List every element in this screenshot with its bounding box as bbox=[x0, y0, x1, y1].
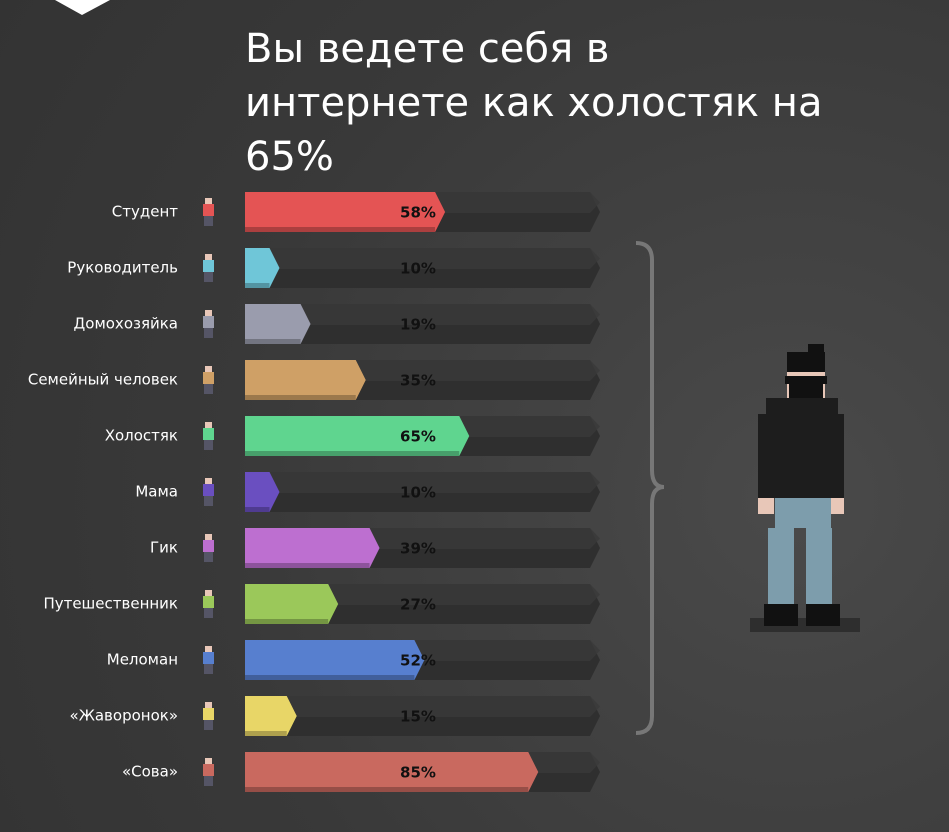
icon bbox=[203, 534, 214, 562]
icon-part bbox=[205, 702, 212, 708]
value-label: 58% bbox=[400, 204, 436, 222]
value-label: 27% bbox=[400, 596, 436, 614]
bar bbox=[245, 528, 380, 568]
icon bbox=[203, 422, 214, 450]
bar-shade bbox=[245, 395, 356, 400]
icon-part bbox=[205, 646, 212, 652]
bar-shade bbox=[245, 451, 460, 456]
bar bbox=[245, 696, 297, 736]
icon-part bbox=[205, 198, 212, 204]
bar bbox=[245, 752, 539, 792]
icon bbox=[203, 646, 214, 674]
icon-part bbox=[205, 758, 212, 764]
icon-part bbox=[204, 440, 213, 450]
menu-notch bbox=[55, 0, 110, 15]
icon-part bbox=[204, 496, 213, 506]
bar bbox=[245, 416, 470, 456]
track-top bbox=[245, 248, 600, 269]
category-label: Руководитель bbox=[67, 259, 178, 277]
bar bbox=[245, 360, 366, 400]
icon-part bbox=[205, 310, 212, 316]
category-label: Гик bbox=[150, 539, 178, 557]
bracket bbox=[635, 241, 665, 735]
track-top bbox=[245, 696, 600, 717]
icon-part bbox=[204, 608, 213, 618]
icon-part bbox=[203, 316, 214, 328]
category-label: Студент bbox=[112, 203, 178, 221]
icon-part bbox=[203, 764, 214, 776]
bar bbox=[245, 248, 280, 288]
category-label: «Жаворонок» bbox=[70, 707, 178, 725]
icon-part bbox=[203, 708, 214, 720]
category-label: Меломан bbox=[107, 651, 178, 669]
icon bbox=[203, 758, 214, 786]
icon-part bbox=[203, 204, 214, 216]
value-label: 10% bbox=[400, 260, 436, 278]
value-label: 15% bbox=[400, 708, 436, 726]
category-label: Холостяк bbox=[105, 427, 178, 445]
bar-shade bbox=[245, 507, 270, 512]
icon-part bbox=[205, 422, 212, 428]
category-label: Домохозяйка bbox=[74, 315, 178, 333]
icon-part bbox=[203, 260, 214, 272]
icon-part bbox=[204, 216, 213, 226]
icon-part bbox=[204, 384, 213, 394]
icon-part bbox=[203, 372, 214, 384]
bar-shade bbox=[245, 339, 301, 344]
bar-shade bbox=[245, 731, 287, 736]
icon-part bbox=[205, 254, 212, 260]
value-label: 85% bbox=[400, 764, 436, 782]
icon-part bbox=[203, 484, 214, 496]
icon bbox=[203, 702, 214, 730]
category-label: Семейный человек bbox=[28, 371, 178, 389]
bar bbox=[245, 192, 446, 232]
icon bbox=[203, 478, 214, 506]
icon-part bbox=[204, 776, 213, 786]
bar bbox=[245, 472, 280, 512]
value-label: 35% bbox=[400, 372, 436, 390]
icon-part bbox=[204, 552, 213, 562]
icon-part bbox=[204, 720, 213, 730]
value-label: 19% bbox=[400, 316, 436, 334]
icon-part bbox=[203, 428, 214, 440]
value-label: 52% bbox=[400, 652, 436, 670]
title: Вы ведете себя в интернете как холостяк … bbox=[245, 26, 823, 180]
bar-shade bbox=[245, 227, 436, 232]
icon-part bbox=[205, 478, 212, 484]
icon-part bbox=[203, 596, 214, 608]
bar bbox=[245, 640, 425, 680]
bar bbox=[245, 584, 339, 624]
icon bbox=[203, 254, 214, 282]
icon-part bbox=[204, 664, 213, 674]
bar-shade bbox=[245, 675, 415, 680]
icon-part bbox=[203, 652, 214, 664]
category-label: «Сова» bbox=[122, 763, 178, 781]
value-label: 65% bbox=[400, 428, 436, 446]
track-top bbox=[245, 304, 600, 325]
bar-shade bbox=[245, 787, 529, 792]
bar bbox=[245, 304, 311, 344]
bar-shade bbox=[245, 619, 329, 624]
icon-part bbox=[205, 366, 212, 372]
bar-shade bbox=[245, 283, 270, 288]
icon bbox=[203, 590, 214, 618]
icon-part bbox=[203, 540, 214, 552]
icon-part bbox=[205, 534, 212, 540]
icon bbox=[203, 310, 214, 338]
icon-part bbox=[205, 590, 212, 596]
icon-part bbox=[204, 272, 213, 282]
icon-part bbox=[204, 328, 213, 338]
icon bbox=[203, 366, 214, 394]
character bbox=[750, 344, 860, 632]
bar-shade bbox=[245, 563, 370, 568]
value-label: 10% bbox=[400, 484, 436, 502]
category-label: Мама bbox=[135, 483, 178, 501]
value-label: 39% bbox=[400, 540, 436, 558]
track-top bbox=[245, 472, 600, 493]
category-label: Путешественник bbox=[43, 595, 178, 613]
icon bbox=[203, 198, 214, 226]
